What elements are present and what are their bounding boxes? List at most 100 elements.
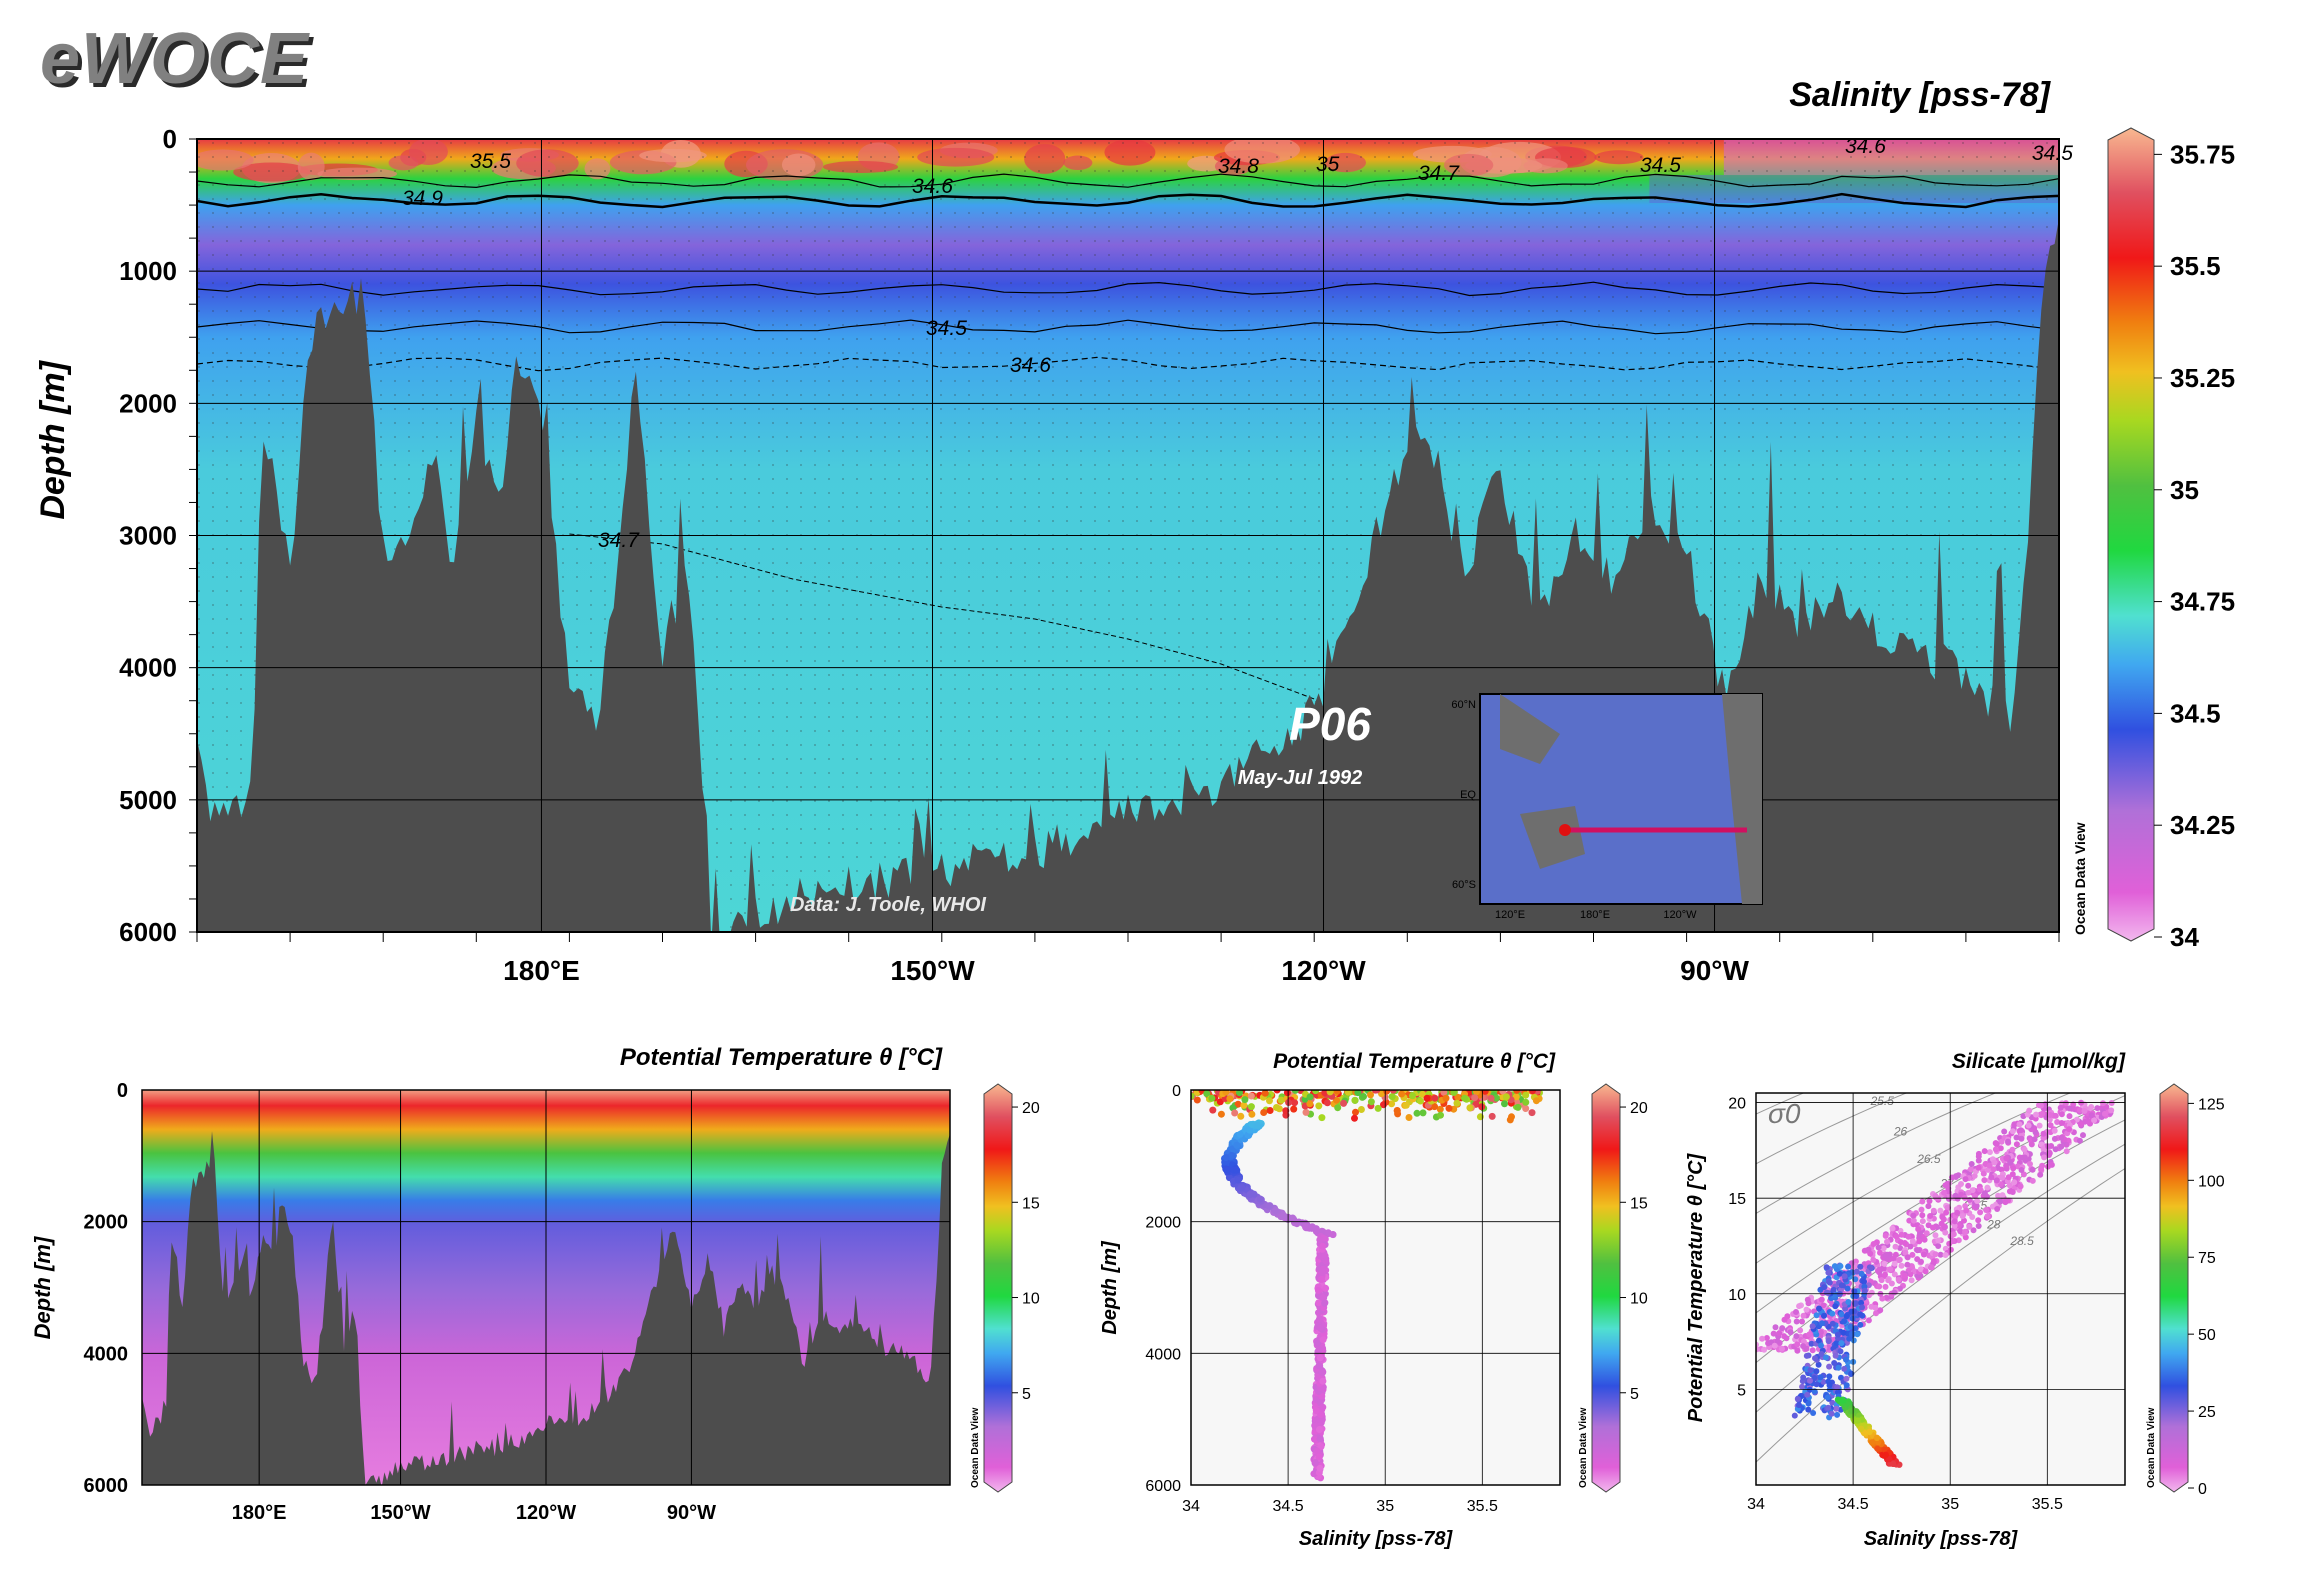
ts-point [1834,1331,1841,1338]
ts-point [1825,1337,1832,1344]
profile-point [1445,1104,1453,1112]
profile-point [1237,1112,1245,1120]
ts-point [1781,1316,1788,1323]
ts-point [1865,1246,1872,1253]
ts-point [1898,1262,1905,1269]
isopycnal-label: 25 [1846,1061,1861,1075]
profile-point [1316,1315,1323,1323]
ts-point [1974,1198,1981,1204]
ts-point [1937,1207,1944,1214]
ts-point [1810,1410,1817,1416]
ts-point [1921,1236,1928,1243]
ts-point [1829,1399,1836,1406]
contour-label: 34.5 [1640,154,1681,177]
profile-point [1241,1096,1249,1104]
profile-point [1478,1103,1486,1111]
profile-point [1316,1464,1324,1472]
profile-point [1419,1109,1427,1117]
ts-point [2029,1166,2036,1173]
ts-point [1858,1270,1865,1277]
ts-point [1962,1228,1968,1235]
ts-point [1852,1300,1859,1307]
ts-point [1813,1381,1820,1388]
y-tick-label: 15 [1728,1191,1746,1208]
ts-point [1963,1207,1970,1214]
ts-point [2038,1166,2045,1173]
profile-point [1283,1090,1291,1097]
profile-point [1512,1093,1520,1101]
x-tick-label: 35 [1941,1496,1959,1513]
profile-point [1471,1094,1479,1102]
ts-point [1811,1375,1818,1381]
y-tick-label: 6000 [119,917,177,947]
profile-point [1532,1097,1540,1105]
isopycnal [1756,1093,1908,1165]
x-tick-label: 35.5 [2032,1496,2063,1513]
profile-point [1315,1299,1323,1307]
y-tick-label: 20 [1728,1096,1746,1113]
ts-point [1874,1445,1881,1452]
ts-point [1907,1243,1914,1250]
profile-point [1367,1098,1375,1106]
ts-point [2016,1121,2023,1128]
colorbar-label: 20 [1022,1100,1040,1117]
ts-point [1821,1312,1827,1319]
ts-point [1970,1227,1977,1234]
y-tick-label: 4000 [119,653,177,683]
ts-point [1812,1355,1818,1362]
profile-point [1367,1091,1374,1099]
ts-point [1939,1214,1946,1220]
ts-point [1845,1263,1852,1270]
ts-point [2029,1177,2036,1184]
x-tick-label: 120°W [516,1502,576,1524]
profile-point [1360,1093,1367,1100]
chart-title: Potential Temperature θ [°C] [620,1044,943,1071]
ts-point [1885,1277,1892,1284]
odv-label: Ocean Data View [970,1407,981,1488]
y-tick-label: 5000 [119,785,177,815]
ts-point [1805,1400,1812,1407]
profile-point [1246,1126,1254,1134]
colorbar-label: 125 [2198,1096,2225,1113]
ts-point [1857,1311,1864,1318]
profile-point [1409,1092,1416,1100]
profile-point [1340,1099,1348,1107]
profile-point [1437,1111,1444,1119]
x-tick-label: 35 [1376,1498,1394,1515]
y-tick-label: 6000 [84,1475,129,1497]
ts-point [1868,1439,1876,1446]
ts-point [1981,1177,1988,1184]
ts-point [1868,1289,1875,1296]
profile-point [1326,1090,1334,1096]
ts-point [1984,1184,1991,1191]
contour-line [197,281,2059,297]
profile-point [1473,1090,1480,1096]
ts-point [1873,1434,1881,1442]
ts-point [1980,1170,1987,1177]
x-tick-label: 34.5 [1838,1496,1869,1513]
profile-point [1260,1109,1268,1116]
ts-point [2014,1163,2021,1170]
ts-point [1902,1249,1909,1256]
ts-point [1904,1254,1911,1261]
profile-point [1233,1141,1241,1149]
ts-point [1959,1213,1966,1220]
isopycnal-label: 28 [1986,1217,2001,1231]
ts-point [2051,1127,2058,1134]
ts-point [1884,1238,1890,1245]
profile-point [1233,1166,1241,1174]
ts-point [1793,1309,1799,1315]
ts-point [1849,1315,1856,1322]
plot-background [1191,1090,1560,1485]
ts-point [1838,1282,1845,1289]
ts-point [2076,1107,2083,1114]
y-axis-label: Depth [m] [34,359,72,519]
y-tick-label: 2000 [119,388,177,418]
ts-point [1771,1342,1778,1349]
ts-point [1966,1223,1973,1230]
profile-point [1315,1102,1323,1110]
ts-point [1905,1233,1912,1240]
isopycnal-label: 28.5 [2009,1234,2034,1248]
profile-point [1282,1107,1290,1115]
ts-point [1824,1394,1831,1401]
